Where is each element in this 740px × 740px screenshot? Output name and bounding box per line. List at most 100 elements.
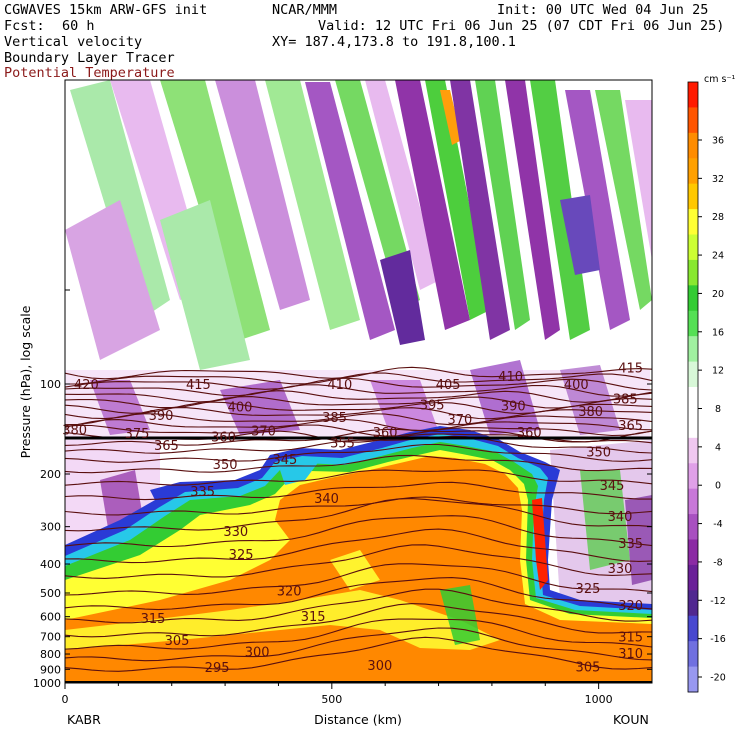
theta-label: 355 xyxy=(330,437,355,452)
theta-label: 360 xyxy=(517,426,542,441)
y-tick-label: 900 xyxy=(40,663,61,676)
theta-label: 325 xyxy=(229,548,254,563)
theta-contour-line xyxy=(65,627,652,662)
colorbar-tick-label: 20 xyxy=(712,289,724,300)
theta-contour-line xyxy=(65,577,652,611)
x-tick-label: 0 xyxy=(62,693,69,706)
plot-frame xyxy=(64,79,653,684)
potential-temperature-contours xyxy=(65,366,652,672)
theta-contour-line xyxy=(65,366,652,380)
colorbar-tick-label: -12 xyxy=(710,596,726,607)
header-fcst-label: Fcst: xyxy=(4,18,45,34)
endpoint-right: KOUN xyxy=(613,712,649,727)
theta-contour-line xyxy=(65,413,652,426)
y-tick-label: 500 xyxy=(40,587,61,600)
y-tick-label: 700 xyxy=(40,631,61,644)
theta-label: 370 xyxy=(251,424,276,439)
theta-contour-line xyxy=(65,407,652,420)
theta-contour-line xyxy=(65,481,652,501)
theta-label: 330 xyxy=(608,562,633,577)
theta-label: 380 xyxy=(62,424,87,439)
theta-label: 305 xyxy=(576,660,601,675)
theta-label: 400 xyxy=(564,378,589,393)
colorbar-swatch xyxy=(688,336,698,363)
theta-label: 405 xyxy=(436,378,461,393)
y-tick-label: 800 xyxy=(40,648,61,661)
colorbar-swatch xyxy=(688,514,698,540)
theta-label: 300 xyxy=(367,659,392,674)
theta-label: 415 xyxy=(186,378,211,393)
colorbar-swatch xyxy=(688,234,698,261)
colorbar-tick-label: 24 xyxy=(712,251,724,262)
colorbar: 36 32 28 24 20 16 12 8 4 0 -4 -8 -12 -16 -20 xyxy=(687,81,726,693)
theta-label: 385 xyxy=(322,411,347,426)
theta-contour-line xyxy=(65,603,652,638)
header-org: NCAR/MMM xyxy=(272,2,338,18)
theta-contour-line xyxy=(65,469,652,486)
colorbar-tick-label: 36 xyxy=(712,136,724,147)
header-field2: Boundary Layer Tracer xyxy=(4,50,175,66)
header-init: Init: 00 UTC Wed 04 Jun 25 xyxy=(497,2,709,18)
theta-label: 365 xyxy=(618,419,643,434)
theta-contour-line xyxy=(65,618,652,650)
theta-label: 385 xyxy=(613,393,638,408)
theta-contour-line xyxy=(65,384,652,397)
colorbar-swatch xyxy=(688,387,698,413)
colorbar-tick-label: 4 xyxy=(715,442,721,453)
y-tick-label: 200 xyxy=(40,468,61,481)
colorbar-swatch xyxy=(688,285,698,312)
theta-contour-line xyxy=(65,418,652,432)
theta-contour-line xyxy=(65,498,652,532)
x-axis: 0 500 1000 xyxy=(62,683,613,706)
theta-contour-line xyxy=(65,636,652,672)
colorbar-swatch xyxy=(688,590,698,617)
colorbar-swatch xyxy=(688,361,698,388)
colorbar-swatch xyxy=(688,132,698,159)
colorbar-swatch xyxy=(688,539,698,566)
theta-contour-line xyxy=(65,544,652,579)
colorbar-tick-label: -4 xyxy=(713,519,722,530)
theta-label: 380 xyxy=(578,405,603,420)
theta-label: 315 xyxy=(301,610,326,625)
theta-label: 335 xyxy=(190,485,215,500)
theta-contour-line xyxy=(65,443,652,463)
y-tick-label: 100 xyxy=(40,378,61,391)
colorbar-swatch xyxy=(688,82,698,108)
y-axis-label: Pressure (hPa), log scale xyxy=(18,305,33,458)
theta-label: 310 xyxy=(618,647,643,662)
theta-contour-line xyxy=(65,496,652,516)
theta-label: 410 xyxy=(498,370,523,385)
theta-label: 350 xyxy=(213,458,238,473)
colorbar-tick-label: 16 xyxy=(712,327,724,338)
colorbar-swatch xyxy=(688,488,698,515)
theta-label: 300 xyxy=(245,646,270,661)
colorbar-swatch xyxy=(688,107,698,134)
theta-label: 390 xyxy=(149,409,174,424)
colorbar-tick-label: 32 xyxy=(712,174,724,185)
theta-label: 400 xyxy=(228,401,253,416)
colorbar-swatch xyxy=(688,209,698,235)
header-valid: Valid: 12 UTC Fri 06 Jun 25 (07 CDT Fri … xyxy=(318,18,725,34)
theta-label: 330 xyxy=(223,525,248,540)
colorbar-swatch xyxy=(688,641,698,668)
theta-label: 350 xyxy=(586,445,611,460)
colorbar-tick-label: -20 xyxy=(710,673,726,684)
theta-label: 315 xyxy=(618,631,643,646)
colorbar-swatch xyxy=(688,183,698,210)
colorbar-tick-label: -16 xyxy=(710,634,726,645)
x-tick-label: 500 xyxy=(321,693,342,706)
theta-label: 345 xyxy=(600,479,625,494)
theta-label: 340 xyxy=(314,492,339,507)
theta-label: 410 xyxy=(327,378,352,393)
colorbar-tick-label: 12 xyxy=(712,366,724,377)
y-tick-label: 600 xyxy=(40,611,61,624)
theta-contour-line xyxy=(65,528,652,564)
colorbar-swatch xyxy=(688,310,698,337)
theta-contour-line xyxy=(65,390,652,403)
colorbar-swatch xyxy=(688,158,698,185)
theta-label: 315 xyxy=(141,612,166,627)
colorbar-swatch xyxy=(688,412,698,439)
theta-label: 360 xyxy=(373,426,398,441)
